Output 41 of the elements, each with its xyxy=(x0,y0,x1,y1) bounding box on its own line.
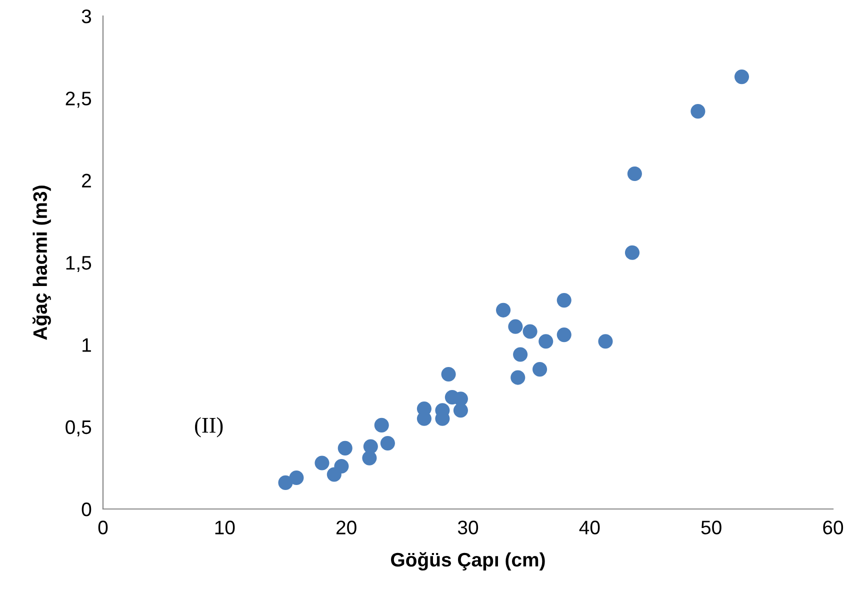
point xyxy=(556,328,572,342)
y-tick-label: 0,5 xyxy=(66,420,92,436)
point xyxy=(510,370,526,385)
y-tick-label: 0 xyxy=(82,502,92,516)
point xyxy=(363,439,378,454)
y-tick-label: 3 xyxy=(82,9,92,24)
point xyxy=(334,458,349,474)
x-tick-label: 60 xyxy=(823,520,844,534)
point xyxy=(532,362,548,377)
y-tick-label: 1 xyxy=(82,338,91,352)
point xyxy=(508,319,523,334)
point xyxy=(278,475,293,490)
point xyxy=(289,470,304,486)
x-tick-label: 10 xyxy=(215,520,235,534)
point xyxy=(374,418,389,432)
point xyxy=(314,456,330,470)
point xyxy=(522,324,538,339)
point xyxy=(380,436,395,451)
y-tick-label: 1,5 xyxy=(66,256,92,272)
point xyxy=(624,245,640,260)
point xyxy=(734,70,750,84)
point xyxy=(513,347,528,362)
point xyxy=(453,403,468,418)
y-axis-title: Ağaç hacmi (m3) xyxy=(32,186,51,340)
x-axis-title: Göğüs Çapı (cm) xyxy=(391,552,545,571)
point xyxy=(538,334,554,349)
y-tick-label: 2 xyxy=(82,174,91,188)
x-tick-label: 20 xyxy=(336,520,356,534)
point xyxy=(598,334,613,349)
x-tick-label: 40 xyxy=(579,520,600,534)
point xyxy=(496,302,511,318)
point xyxy=(556,293,572,308)
point xyxy=(338,440,352,456)
annotation: (II) xyxy=(195,417,223,438)
point xyxy=(690,104,706,119)
x-tick-label: 50 xyxy=(701,520,722,534)
point xyxy=(627,166,642,182)
x-tick-label: 30 xyxy=(458,520,478,534)
x-tick-label: 0 xyxy=(98,520,108,534)
y-tick-label: 2,5 xyxy=(66,92,92,108)
point xyxy=(441,366,456,382)
